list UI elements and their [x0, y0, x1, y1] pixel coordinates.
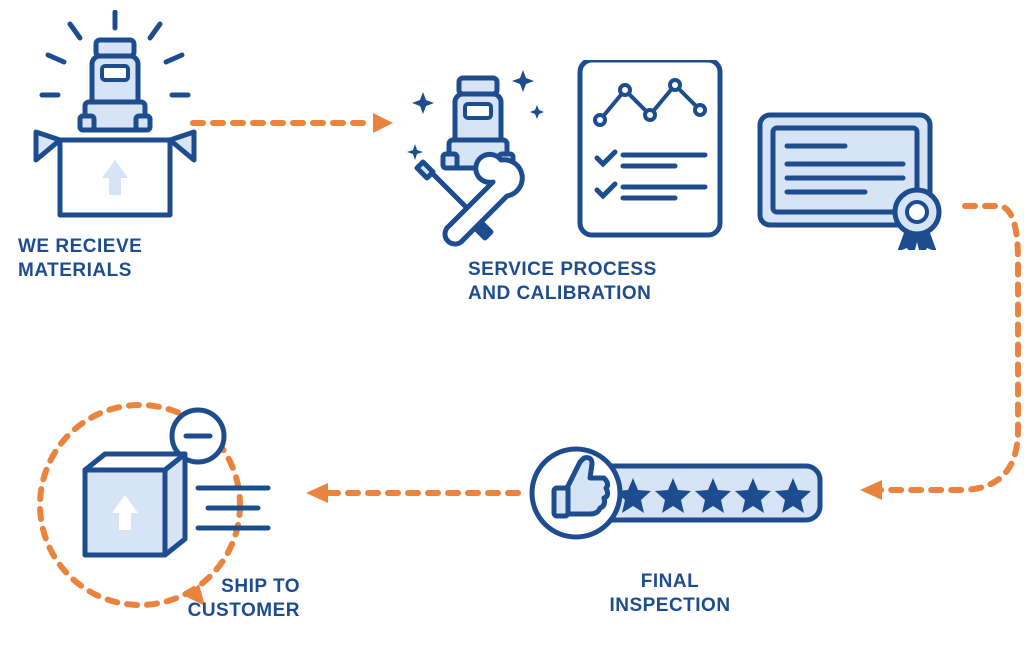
final-inspection-icon — [528, 438, 828, 548]
inspection-label-line2: INSPECTION — [590, 594, 750, 618]
receive-label-line1: WE RECIEVE — [18, 235, 168, 259]
ship-label-line2: CUSTOMER — [170, 599, 300, 623]
final-inspection-stage — [528, 438, 828, 548]
final-inspection-label: FINAL INSPECTION — [590, 570, 750, 618]
service-label-line2: AND CALIBRATION — [468, 282, 688, 306]
receive-materials-label: WE RECIEVE MATERIALS — [18, 235, 168, 283]
service-calibration-label: SERVICE PROCESS AND CALIBRATION — [468, 258, 688, 306]
ship-label-line1: SHIP TO — [170, 575, 300, 599]
receive-materials-icon — [30, 10, 200, 225]
service-label-line1: SERVICE PROCESS — [468, 258, 688, 282]
receive-label-line2: MATERIALS — [18, 259, 168, 283]
receive-materials-stage — [30, 10, 200, 225]
inspection-label-line1: FINAL — [590, 570, 750, 594]
arrow-receive-to-service — [188, 108, 398, 138]
arrow-service-to-inspection — [850, 200, 1024, 510]
arrow-inspection-to-ship — [298, 478, 523, 508]
ship-to-customer-label: SHIP TO CUSTOMER — [170, 575, 300, 623]
